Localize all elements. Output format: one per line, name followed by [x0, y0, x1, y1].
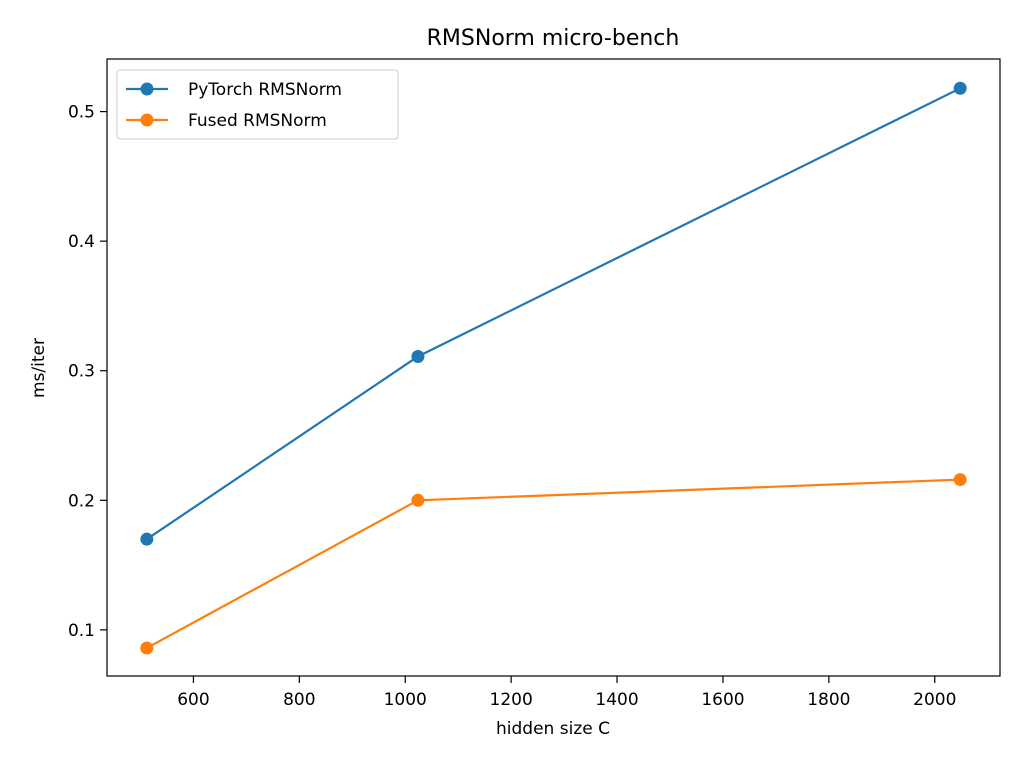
- x-tick-label: 1200: [490, 690, 533, 710]
- x-tick-label: 1000: [384, 690, 427, 710]
- series-line-1: [146, 87, 961, 541]
- y-axis-label: ms/iter: [29, 338, 49, 398]
- legend-label-1: PyTorch RMSNorm: [188, 80, 342, 100]
- series-2-point: [411, 493, 425, 507]
- legend-box: [116, 69, 399, 140]
- x-tick-label: 800: [283, 690, 315, 710]
- y-axis: 0.1 0.2 0.3 0.4 0.5: [68, 103, 107, 641]
- y-tick-label: 0.2: [68, 491, 95, 511]
- y-tick-label: 0.1: [68, 621, 95, 641]
- chart-title: RMSNorm micro-bench: [427, 26, 680, 51]
- series-1-point: [953, 81, 967, 95]
- x-tick-label: 1600: [701, 690, 744, 710]
- series-1-point: [140, 532, 154, 546]
- series-2-point: [953, 473, 967, 487]
- x-tick-label: 1800: [807, 690, 850, 710]
- x-axis-label: hidden size C: [496, 719, 610, 739]
- legend-marker-2: [140, 113, 154, 127]
- series-1-point: [411, 349, 425, 363]
- legend-label-2: Fused RMSNorm: [188, 111, 327, 131]
- series-line-2: [146, 478, 961, 649]
- legend-marker-1: [140, 82, 154, 96]
- x-tick-label: 600: [177, 690, 209, 710]
- y-tick-label: 0.4: [68, 232, 95, 252]
- legend: PyTorch RMSNorm Fused RMSNorm: [116, 69, 399, 140]
- x-tick-label: 2000: [913, 690, 956, 710]
- plot-frame: [106, 58, 1001, 677]
- series-2-point: [140, 641, 154, 655]
- series-layer: [140, 81, 967, 655]
- y-tick-label: 0.3: [68, 362, 95, 382]
- x-tick-label: 1400: [595, 690, 638, 710]
- y-tick-label: 0.5: [68, 103, 95, 123]
- x-axis: 600 800 1000 1200 1400 1600 1800 2000: [177, 676, 956, 710]
